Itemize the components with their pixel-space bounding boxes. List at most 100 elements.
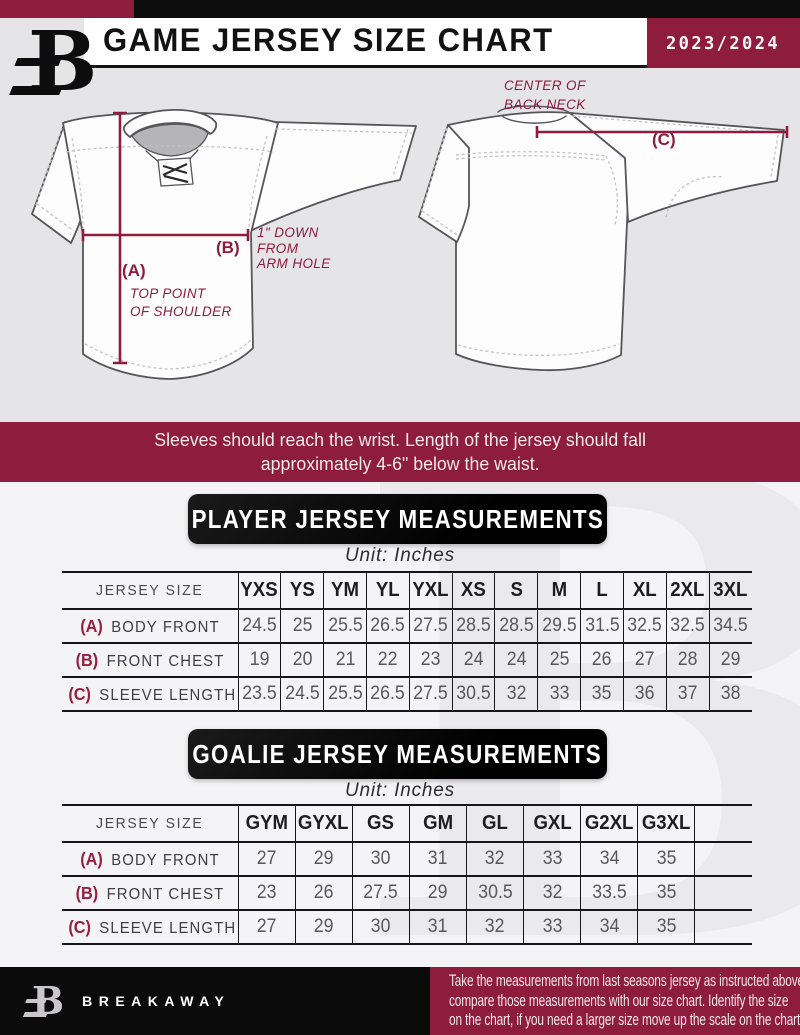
measurement-row: (A) BODY FRONT 27 29 30 31 32 33 34 35 <box>62 842 752 876</box>
page-title-box: GAME JERSEY SIZE CHART <box>84 18 647 68</box>
logo-stick-bar <box>9 86 63 95</box>
player-section-title: PLAYER JERSEY MEASUREMENTS <box>191 503 604 534</box>
back-left-sleeve <box>418 124 470 243</box>
back-collar <box>497 105 571 114</box>
size-column-header: GYXL <box>294 805 353 842</box>
measurement-row-label: (A) BODY FRONT <box>80 848 220 869</box>
size-column-header: GXL <box>523 805 581 842</box>
measurement-value-cell: 29 <box>294 842 353 876</box>
caption-c: CENTER OF BACK NECK <box>504 78 586 112</box>
measurement-value-cell <box>694 910 752 944</box>
measurement-value-cell: 29 <box>408 876 467 910</box>
measurement-line-c <box>535 126 789 138</box>
size-column-header: GYM <box>237 805 296 842</box>
measurement-value-cell: 26 <box>294 876 353 910</box>
player-section-banner: PLAYER JERSEY MEASUREMENTS <box>188 494 607 544</box>
label-b: (B) <box>216 238 240 257</box>
measurement-value-cell: 28.5 <box>451 609 495 643</box>
measurement-value-cell: 32.5 <box>622 609 667 643</box>
back-collar-inner <box>501 115 567 124</box>
measurement-value-cell: 33.5 <box>580 876 638 910</box>
goalie-unit-label: Unit: Inches <box>345 780 455 801</box>
measurement-value-cell: 32 <box>523 876 581 910</box>
size-column-header: 2XL <box>665 572 710 609</box>
measurement-value-cell: 32 <box>465 842 524 876</box>
footer-note-line: Take the measurements from last seasons … <box>449 972 800 990</box>
size-header-row: JERSEY SIZE YXS YS YM YL YXL XS S M L XL 2XL 3XL <box>62 572 752 609</box>
label-c: (C) <box>652 130 676 149</box>
front-laces <box>162 163 189 184</box>
size-column-header: XL <box>622 572 667 609</box>
measurement-value-cell: 24.5 <box>280 677 324 711</box>
caption-b: 1" DOWN FROM ARM HOLE <box>257 225 331 271</box>
measurement-value-cell: 29 <box>294 910 353 944</box>
measurement-value-cell: 27.5 <box>408 609 453 643</box>
measurement-value-cell: 26.5 <box>366 609 410 643</box>
measurement-value-cell: 30 <box>351 910 410 944</box>
fit-note-line: approximately 4-6" below the waist. <box>260 453 540 474</box>
jersey-size-corner-header: JERSEY SIZE <box>96 814 204 832</box>
measurement-value-cell: 22 <box>366 643 410 677</box>
measurement-row: (B) FRONT CHEST 19 20 21 22 23 24 24 25 26 27 28 29 <box>62 643 752 677</box>
back-jersey-diagram <box>418 105 789 372</box>
measurement-value-cell: 32 <box>465 910 524 944</box>
size-column-header: XS <box>451 572 495 609</box>
measurement-value-cell: 38 <box>708 677 752 711</box>
player-measurements-table: JERSEY SIZE YXS YS YM YL YXL XS S M L XL 2XL 3XL (A) B… <box>62 571 752 712</box>
measurement-value-cell: 36 <box>622 677 667 711</box>
season-badge: 2023/2024 <box>647 18 800 68</box>
size-column-header: G2XL <box>580 805 638 842</box>
measurement-value-cell: 33 <box>523 842 581 876</box>
size-column-header: 3XL <box>708 572 752 609</box>
player-table-wrap: JERSEY SIZE YXS YS YM YL YXL XS S M L XL 2XL 3XL (A) B… <box>62 571 752 712</box>
measurement-value-cell: 29 <box>708 643 752 677</box>
measurement-line-b <box>81 229 250 241</box>
measurement-value-cell: 28.5 <box>494 609 538 643</box>
measurement-value-cell: 24.5 <box>237 609 281 643</box>
top-black-bar <box>134 0 800 18</box>
jersey-size-corner-header: JERSEY SIZE <box>96 581 204 599</box>
size-column-header: GL <box>465 805 524 842</box>
measurement-value-cell: 27.5 <box>351 876 410 910</box>
measurement-value-cell: 30 <box>351 842 410 876</box>
goalie-section-banner: GOALIE JERSEY MEASUREMENTS <box>188 729 607 779</box>
measurement-value-cell: 34 <box>580 842 638 876</box>
measurement-value-cell: 34 <box>580 910 638 944</box>
measurement-value-cell: 31 <box>408 842 467 876</box>
measurement-value-cell: 37 <box>665 677 710 711</box>
size-column-header: YXS <box>237 572 281 609</box>
measurement-value-cell: 35 <box>637 876 695 910</box>
back-right-sleeve <box>569 112 785 223</box>
measurement-value-cell: 35 <box>580 677 624 711</box>
top-maroon-bar <box>0 0 134 18</box>
size-column-header: M <box>537 572 581 609</box>
measurement-value-cell: 27 <box>237 842 296 876</box>
measurement-value-cell: 25 <box>280 609 324 643</box>
measurement-row-label: (A) BODY FRONT <box>80 615 220 636</box>
front-collar-band <box>122 109 218 138</box>
measurement-row-label: (C) SLEEVE LENGTH <box>68 916 237 937</box>
size-column-header: L <box>580 572 624 609</box>
measurement-value-cell: 35 <box>637 842 695 876</box>
size-column-header: YS <box>280 572 324 609</box>
size-column-header: GM <box>408 805 467 842</box>
measurement-value-cell: 23 <box>408 643 453 677</box>
measurement-value-cell: 25 <box>537 643 581 677</box>
size-column-header: YL <box>366 572 410 609</box>
measurement-value-cell: 26 <box>580 643 624 677</box>
goalie-table-wrap: JERSEY SIZE GYM GYXL GS GM GL GXL G2XL G3XL (A) BO… <box>62 804 752 945</box>
measurement-value-cell: 27.5 <box>408 677 453 711</box>
measurement-value-cell: 21 <box>323 643 367 677</box>
back-body <box>447 111 633 372</box>
size-column-header: YM <box>323 572 367 609</box>
measurement-row: (C) SLEEVE LENGTH 27 29 30 31 32 33 34 35 <box>62 910 752 944</box>
fit-note-banner: Sleeves should reach the wrist. Length o… <box>0 422 800 482</box>
measurement-value-cell: 26.5 <box>366 677 410 711</box>
measurement-value-cell: 27 <box>622 643 667 677</box>
footer-note-panel: Take the measurements from last seasons … <box>430 967 800 1035</box>
measurement-line-a <box>113 111 127 365</box>
front-collar-inner <box>131 123 209 157</box>
player-unit-label: Unit: Inches <box>345 545 455 566</box>
measurement-value-cell: 30.5 <box>465 876 524 910</box>
